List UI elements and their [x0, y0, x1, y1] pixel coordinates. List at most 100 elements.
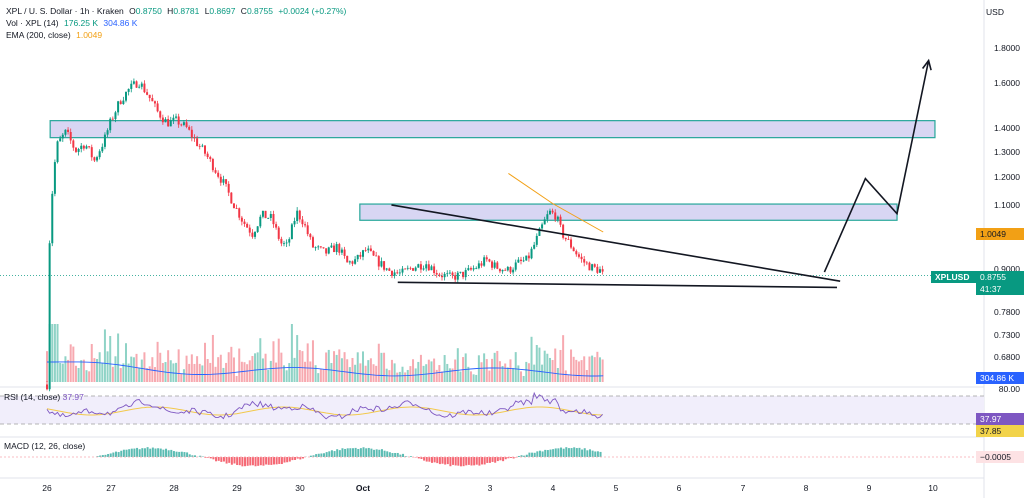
- candle-body: [396, 272, 399, 274]
- volume-bar: [232, 357, 235, 382]
- projection-path: [823, 60, 930, 273]
- macd-histogram-bar: [230, 457, 233, 465]
- candle-body: [596, 266, 599, 273]
- volume-bar: [46, 351, 48, 382]
- candle-body: [125, 91, 127, 101]
- macd-histogram-bar: [257, 457, 260, 466]
- macd-histogram-bar: [344, 448, 347, 457]
- volume-bar: [201, 365, 204, 382]
- ohlc-close: 0.8755: [246, 6, 273, 16]
- volume-bar: [448, 368, 451, 382]
- volume-bar: [554, 348, 557, 382]
- volume-bar: [562, 335, 565, 382]
- volume-value: 176.25 K: [63, 18, 99, 28]
- candle-body: [82, 145, 85, 149]
- macd-histogram-bar: [373, 449, 376, 457]
- volume-bar: [362, 351, 364, 382]
- candle-body: [114, 112, 117, 120]
- volume-bar: [380, 352, 383, 382]
- candle-body: [548, 210, 551, 215]
- candle-body: [367, 248, 370, 251]
- volume-bar: [264, 353, 267, 382]
- candle-body: [570, 239, 573, 248]
- candle-body: [464, 270, 467, 278]
- candle-body: [167, 118, 170, 127]
- macd-histogram-bar: [333, 451, 336, 457]
- volume-bar: [277, 338, 280, 382]
- volume-bar: [243, 362, 246, 382]
- volume-bar: [556, 368, 559, 382]
- volume-bar: [543, 350, 546, 382]
- macd-histogram-bar: [101, 455, 104, 457]
- candle-body: [427, 264, 430, 271]
- volume-bar: [106, 351, 109, 382]
- time-tick: 9: [866, 483, 872, 493]
- candle-body: [522, 260, 525, 262]
- price-tick: 0.7800: [994, 307, 1020, 317]
- rsi-header-value: 37.97: [62, 392, 84, 402]
- candle-body: [259, 216, 262, 227]
- volume-bar: [56, 324, 59, 382]
- volume-bar: [348, 367, 351, 382]
- volume-bar: [130, 356, 133, 382]
- candle-body: [564, 237, 567, 240]
- macd-histogram-bar: [365, 448, 368, 457]
- volume-bar: [596, 351, 599, 382]
- volume-bar: [180, 373, 183, 382]
- macd-histogram-bar: [215, 457, 218, 462]
- candle-body: [275, 224, 278, 228]
- macd-histogram-bar: [159, 448, 162, 457]
- currency-label[interactable]: USD: [986, 7, 1004, 17]
- macd-histogram-bar: [591, 450, 594, 457]
- volume-bar: [369, 358, 372, 382]
- volume-bar: [143, 352, 146, 382]
- ohlc-high: 0.8781: [173, 6, 200, 16]
- volume-bar: [514, 352, 517, 382]
- volume-bar: [90, 344, 93, 382]
- volume-bar: [290, 324, 293, 382]
- ema-indicator-label[interactable]: EMA (200, close): [6, 30, 71, 40]
- trendlines: [0, 58, 984, 289]
- rsi-pane-title[interactable]: RSI (14, close) 37.97: [4, 392, 84, 402]
- volume-bar: [298, 350, 301, 382]
- macd-histogram-bar: [557, 448, 560, 457]
- macd-histogram-bar: [546, 450, 549, 457]
- volume-bar: [593, 357, 596, 382]
- candle-body: [356, 254, 359, 260]
- volume-bar: [259, 338, 262, 382]
- volume-bar: [254, 353, 257, 382]
- macd-histogram-bar: [483, 457, 486, 465]
- volume-indicator-label[interactable]: Vol · XPL (14): [6, 18, 59, 28]
- volume-bar: [156, 341, 159, 382]
- macd-histogram-bar: [312, 455, 315, 457]
- candle-body: [285, 242, 288, 244]
- macd-histogram-bar: [133, 448, 136, 457]
- candle-body: [135, 81, 138, 88]
- macd-histogram-bar: [294, 457, 297, 460]
- volume-bar: [409, 366, 412, 382]
- candle-body: [280, 238, 283, 244]
- volume-bar: [309, 361, 312, 382]
- macd-histogram-bar: [199, 455, 202, 457]
- macd-histogram-bar: [251, 457, 254, 466]
- macd-histogram-bar: [599, 451, 602, 457]
- candle-body: [340, 249, 343, 253]
- symbol-title[interactable]: XPL / U. S. Dollar · 1h · Kraken: [6, 6, 124, 16]
- candle-body: [164, 118, 167, 123]
- candle-body: [546, 214, 549, 220]
- macd-histogram-bar: [222, 457, 225, 462]
- macd-histogram-bar: [130, 448, 133, 457]
- candle-body: [74, 147, 77, 152]
- volume-bar: [67, 359, 70, 382]
- time-tick: 29: [232, 483, 242, 493]
- macd-pane-title[interactable]: MACD (12, 26, close): [4, 441, 86, 451]
- volume-bar: [404, 372, 407, 382]
- volume-bar: [588, 356, 591, 382]
- candle-body: [230, 192, 233, 204]
- macd-histogram-bar: [149, 448, 152, 457]
- volume-bar: [209, 362, 212, 382]
- macd-histogram-bar: [423, 457, 426, 461]
- macd-histogram-bar: [291, 457, 294, 461]
- candle-body: [209, 157, 212, 160]
